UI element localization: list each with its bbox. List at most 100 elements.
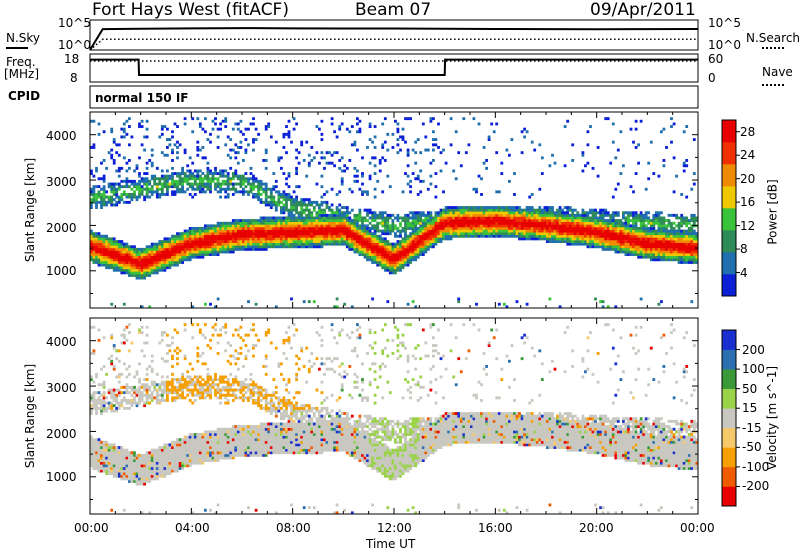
power-cell <box>249 177 253 181</box>
power-cell <box>290 213 293 217</box>
power-cell <box>333 151 336 155</box>
power-cell <box>318 206 321 209</box>
power-cell <box>452 219 456 222</box>
power-cell <box>130 258 134 262</box>
power-cell <box>153 261 157 264</box>
velocity-cell <box>122 341 126 345</box>
power-cell <box>601 237 605 241</box>
velocity-cell <box>117 446 121 449</box>
power-cell <box>153 182 157 186</box>
power-cell <box>340 206 344 209</box>
power-cell <box>578 221 582 225</box>
power-cell <box>619 227 623 230</box>
power-cell <box>145 247 149 251</box>
power-cell <box>437 237 440 241</box>
power-cell <box>345 208 349 212</box>
power-cell <box>330 237 334 241</box>
power-cell <box>576 224 580 228</box>
power-cell <box>472 221 476 225</box>
velocity-cell <box>117 461 121 465</box>
power-cell <box>657 219 661 222</box>
power-cell <box>229 182 233 186</box>
power-cell <box>366 237 369 241</box>
power-cell <box>287 229 291 233</box>
power-cell <box>434 143 438 147</box>
power-cell <box>92 200 96 204</box>
power-cell <box>102 245 106 249</box>
velocity-cell <box>107 406 111 410</box>
power-cell <box>548 208 552 212</box>
power-cell <box>315 227 319 230</box>
power-cell <box>510 138 514 141</box>
power-cell <box>578 224 582 228</box>
power-cell <box>100 195 103 199</box>
power-cell <box>107 195 111 199</box>
power-cell <box>482 211 486 215</box>
power-cell <box>249 232 253 236</box>
power-cell <box>690 227 694 230</box>
power-cell <box>350 219 354 222</box>
velocity-cell <box>117 451 121 455</box>
power-cell <box>566 219 570 222</box>
power-cell <box>348 227 352 230</box>
power-cell <box>568 208 572 212</box>
power-cell <box>378 213 382 217</box>
power-cell <box>312 224 316 228</box>
power-cell <box>624 242 628 246</box>
power-cell <box>140 193 144 196</box>
power-cell <box>492 213 496 217</box>
velocity-cell <box>100 446 103 449</box>
power-cell <box>381 245 385 249</box>
power-cell <box>510 227 514 230</box>
power-cell <box>665 253 668 256</box>
velocity-cell <box>90 456 93 460</box>
power-cell <box>437 216 440 220</box>
power-cell <box>416 255 420 259</box>
power-cell <box>226 153 230 157</box>
power-cell <box>135 261 139 264</box>
power-cell <box>530 208 534 212</box>
power-cell <box>551 206 554 209</box>
velocity-cell <box>115 406 119 410</box>
power-cell <box>257 240 260 243</box>
power-cell <box>508 224 511 228</box>
power-cell <box>662 250 666 254</box>
velocity-cell <box>105 461 108 465</box>
power-cell <box>654 219 658 222</box>
power-cell <box>548 240 552 243</box>
velocity-cell <box>140 480 144 483</box>
power-cell <box>391 227 395 230</box>
power-cell <box>244 179 248 183</box>
power-cell <box>188 172 192 175</box>
power-cell <box>373 213 377 217</box>
power-cell <box>229 187 233 191</box>
power-cell <box>272 237 276 241</box>
power-cell <box>690 234 694 238</box>
power-cell <box>287 211 291 215</box>
velocity-cell <box>95 409 98 413</box>
power-cell <box>462 232 466 236</box>
power-cell <box>231 174 235 178</box>
power-cell <box>467 232 471 236</box>
power-cell <box>665 250 668 254</box>
power-cell <box>513 206 516 209</box>
power-cell <box>107 247 111 251</box>
power-cell <box>353 140 357 144</box>
velocity-cell <box>112 365 116 368</box>
velocity-cell <box>125 406 129 410</box>
power-cell <box>315 125 319 128</box>
power-cell <box>611 221 615 225</box>
power-cell <box>576 216 580 220</box>
power-cell <box>378 216 382 220</box>
velocity-cell <box>135 482 139 486</box>
velocity-cell <box>145 467 149 470</box>
power-cell <box>117 247 121 251</box>
velocity-cell <box>143 341 146 345</box>
power-cell <box>520 219 524 222</box>
power-cell <box>310 224 314 228</box>
power-cell <box>657 302 661 306</box>
velocity-cell <box>112 391 116 395</box>
power-cell <box>594 219 597 222</box>
power-cell <box>454 219 458 222</box>
power-cell <box>310 227 314 230</box>
